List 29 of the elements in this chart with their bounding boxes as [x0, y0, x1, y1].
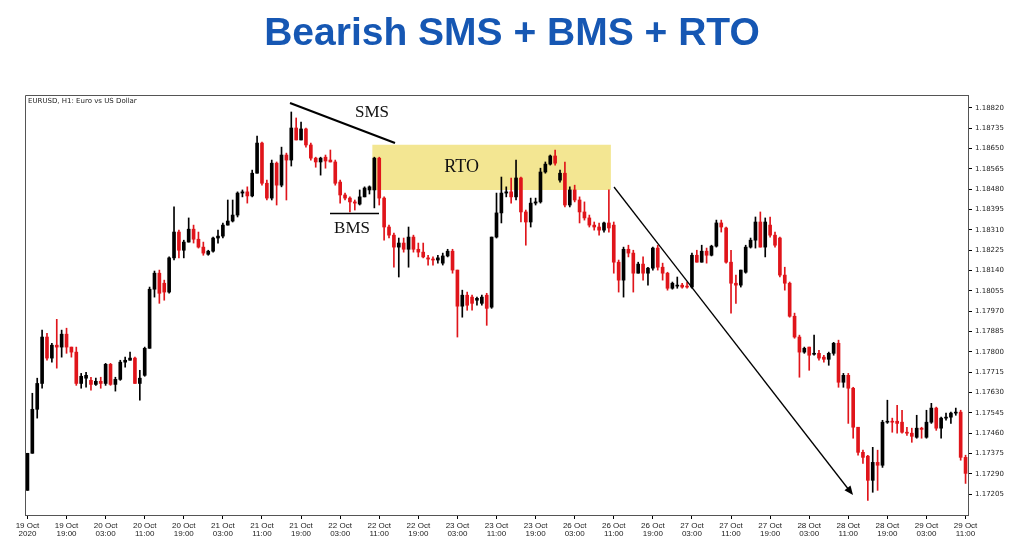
x-tick-label: 29 Oct 03:00: [914, 520, 940, 539]
x-tick-label: 19 Oct 19:00: [54, 520, 80, 539]
x-tick-label: 27 Oct 19:00: [758, 520, 783, 539]
x-tick-label: 27 Oct 03:00: [680, 520, 705, 539]
x-tick-label: 28 Oct 03:00: [797, 520, 822, 539]
x-tick-label: 21 Oct 03:00: [211, 520, 236, 539]
band-label: RTO: [444, 156, 479, 177]
x-tick-label: 22 Oct 11:00: [367, 520, 392, 539]
x-tick-label: 22 Oct 03:00: [328, 520, 353, 539]
annotation: BMS: [334, 218, 370, 238]
x-tick-label: 20 Oct 19:00: [172, 520, 197, 539]
x-tick-label: 28 Oct 19:00: [875, 520, 900, 539]
x-tick-label: 21 Oct 11:00: [250, 520, 275, 539]
x-tick-label: 26 Oct 11:00: [601, 520, 627, 539]
annotation: SMS: [354, 102, 390, 122]
x-tick-label: 20 Oct 03:00: [93, 520, 119, 539]
x-tick-label: 23 Oct 03:00: [445, 520, 470, 539]
x-tick-label: 28 Oct 11:00: [836, 520, 861, 539]
x-tick-label: 27 Oct 11:00: [719, 520, 744, 539]
chart-title: Bearish SMS + BMS + RTO: [263, 10, 761, 54]
x-tick-label: 19 Oct 2020: [15, 520, 40, 539]
x-tick-label: 20 Oct 11:00: [132, 520, 158, 539]
x-tick-label: 26 Oct 03:00: [562, 520, 588, 539]
x-tick-label: 23 Oct 11:00: [484, 520, 510, 539]
x-tick-label: 21 Oct 19:00: [289, 520, 314, 539]
x-tick-label: 23 Oct 19:00: [523, 520, 549, 539]
x-tick-label: 22 Oct 19:00: [406, 520, 431, 539]
x-tick-label: 29 Oct 11:00: [953, 520, 979, 539]
x-tick-label: 26 Oct 19:00: [641, 520, 666, 539]
